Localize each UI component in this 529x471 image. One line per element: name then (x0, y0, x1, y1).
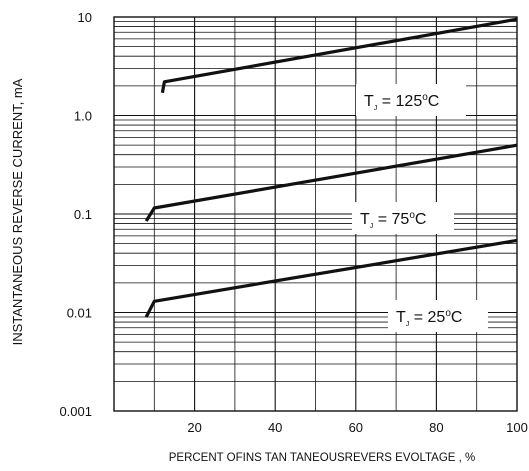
series-line (144, 238, 518, 318)
series-line (160, 17, 518, 94)
series-label-background (388, 300, 488, 332)
series-label-background (352, 202, 454, 234)
y-axis-label: INSTANTANEOUS REVERSE CURRENT, mA (10, 78, 25, 345)
grid (114, 17, 517, 412)
y-axis-ticks: 10 1.0 0.1 0.01 0.001 (59, 10, 92, 419)
x-axis-label: PERCENT OFINS TAN TANEOUSREVERS EVOLTAGE… (169, 452, 476, 464)
x-tick-label: 60 (349, 420, 363, 435)
x-tick-label: 20 (187, 420, 201, 435)
series-label: TJ = 125oC (364, 92, 439, 112)
x-tick-label: 40 (268, 420, 282, 435)
series-label: TJ = 25oC (396, 308, 462, 328)
x-tick-label: 100 (506, 420, 528, 435)
y-tick-label: 0.1 (74, 207, 92, 222)
series: TJ = 125oC TJ = 75oC TJ = 25oC (144, 17, 518, 332)
y-tick-label: 0.01 (67, 306, 92, 321)
y-tick-label: 10 (78, 10, 92, 25)
y-tick-label: 1.0 (74, 109, 92, 124)
x-tick-label: 80 (429, 420, 443, 435)
plot-area (113, 16, 518, 412)
series-label: TJ = 75oC (360, 210, 426, 230)
y-tick-label: 0.001 (59, 404, 92, 419)
series-line (144, 143, 518, 222)
series-label-background (356, 84, 466, 116)
x-axis-ticks: 20 40 60 80 100 (187, 420, 527, 435)
